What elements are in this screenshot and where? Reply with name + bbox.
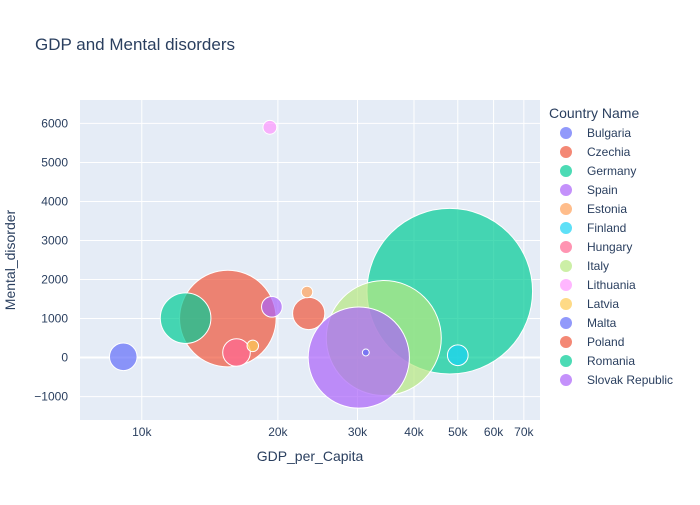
x-tick-label: 50k [448,425,468,439]
bubble-finland [446,344,469,367]
y-tick-label: 0 [61,351,68,365]
legend-label: Bulgaria [587,126,631,140]
bubble-layer [108,119,534,409]
x-tick-label: 60k [484,425,504,439]
legend-label: Malta [587,316,617,330]
bubble-spain [307,306,410,409]
legend-label: Germany [587,164,636,178]
legend-marker [560,317,572,329]
legend-marker [560,241,572,253]
legend-marker [560,336,572,348]
legend-marker [560,184,572,196]
bubble-malta [361,348,370,357]
legend-items: Bulgaria Czechia Germany Spain Estonia Finlan… [560,126,673,387]
legend-marker [560,222,572,234]
x-tick-label: 70k [514,425,534,439]
legend-title: Country Name [549,105,639,121]
y-axis-title: Mental_disorder [2,209,18,310]
legend-marker [560,165,572,177]
y-tick-label: 1000 [41,312,68,326]
legend-label: Romania [587,354,635,368]
chart-title: GDP and Mental disorders [35,35,235,54]
bubble-estonia [300,285,314,299]
bubble-bulgaria [108,342,138,372]
legend-label: Estonia [587,202,627,216]
bubble-romania [159,292,212,344]
legend-marker [560,127,572,139]
x-axis-title: GDP_per_Capita [257,448,364,464]
legend-marker [560,355,572,367]
y-tick-label: 5000 [41,155,68,169]
legend-label: Hungary [587,240,632,254]
x-tick-label: 10k [132,425,152,439]
x-tick-label: 30k [348,425,368,439]
bubble-latvia [246,339,260,353]
legend-label: Italy [587,259,609,273]
y-tick-label: 6000 [41,116,68,130]
x-tick-labels: 10k 20k 30k 40k 50k 60k 70k [132,425,534,439]
legend-label: Spain [587,183,618,197]
legend-label: Finland [587,221,626,235]
legend-marker [560,279,572,291]
x-tick-label: 40k [404,425,424,439]
legend-label: Slovak Republic [587,373,673,387]
bubble-slovak-republic [261,295,283,318]
y-tick-label: 4000 [41,194,68,208]
y-tick-label: −1000 [34,390,68,404]
legend-label: Poland [587,335,624,349]
y-tick-label: 3000 [41,233,68,247]
legend-marker [560,374,572,386]
legend: Country Name Bulgaria Czechia Germany Spain… [549,105,673,387]
legend-marker [560,203,572,215]
legend-label: Czechia [587,145,631,159]
bubble-lithuania [262,119,278,135]
y-tick-label: 2000 [41,273,68,287]
bubble-hungary [222,338,251,367]
legend-marker [560,260,572,272]
legend-label: Latvia [587,297,619,311]
y-tick-labels: −1000 0 1000 2000 3000 4000 5000 6000 [34,116,68,403]
legend-label: Lithuania [587,278,636,292]
bubble-czechia [292,296,326,331]
legend-marker [560,298,572,310]
x-tick-label: 20k [268,425,288,439]
legend-marker [560,146,572,158]
